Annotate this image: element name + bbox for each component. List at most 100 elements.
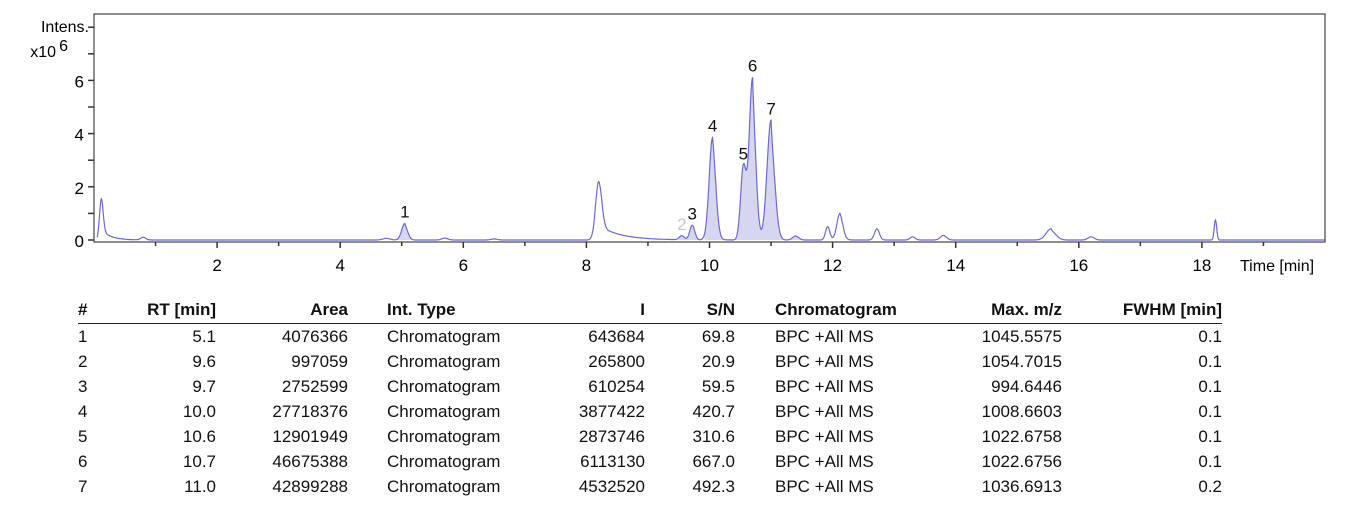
cell-rt: 9.7	[192, 377, 216, 396]
peak-label: 2	[677, 215, 686, 234]
cell-chromatogram: BPC +All MS	[775, 477, 874, 496]
cell-intensity: 6113130	[580, 452, 645, 471]
cell-rt: 9.6	[192, 352, 216, 371]
peak-table-header: # RT [min] Area Int. Type I S/N Chromato…	[78, 298, 1222, 324]
cell-sn: 420.7	[692, 402, 735, 421]
table-row: 6 10.7 46675388 Chromatogram 6113130 667.0 BPC…	[78, 449, 1222, 474]
cell-fwhm: 0.1	[1198, 377, 1222, 396]
y-tick-label: 0	[75, 232, 84, 251]
cell-area: 12901949	[272, 427, 348, 446]
cell-fwhm: 0.1	[1198, 402, 1222, 421]
cell-fwhm: 0.1	[1198, 327, 1222, 346]
col-max-mz: Max. m/z	[925, 298, 1062, 324]
table-row: 4 10.0 27718376 Chromatogram 3877422 420.7 BPC…	[78, 399, 1222, 424]
cell-peak-number: 5	[78, 427, 88, 446]
cell-peak-number: 1	[78, 327, 88, 346]
cell-sn: 69.8	[701, 327, 735, 346]
col-sn: S/N	[645, 298, 735, 324]
cell-sn: 310.6	[692, 427, 735, 446]
peak-fill	[395, 223, 418, 240]
cell-fwhm: 0.1	[1198, 427, 1222, 446]
cell-peak-number: 7	[78, 477, 88, 496]
table-row: 1 5.1 4076366 Chromatogram 643684 69.8 BPC +Al…	[78, 324, 1222, 350]
cell-fwhm: 0.2	[1198, 477, 1222, 496]
y-tick-label: 6	[75, 72, 84, 91]
y-axis-label: Intens.	[41, 19, 89, 36]
cell-sn: 667.0	[692, 452, 735, 471]
peak-label: 6	[748, 57, 757, 76]
cell-area: 2752599	[281, 377, 348, 396]
peak-fill	[704, 137, 732, 240]
table-row: 7 11.0 42899288 Chromatogram 4532520 492.3 BPC…	[78, 474, 1222, 499]
cell-intensity: 610254	[588, 377, 645, 396]
cell-sn: 59.5	[701, 377, 735, 396]
y-scale-exponent: 6	[59, 38, 68, 55]
cell-rt: 5.1	[192, 327, 216, 346]
col-i: I	[527, 298, 645, 324]
cell-intensity: 3877422	[578, 402, 645, 421]
x-tick-label: 6	[459, 256, 468, 275]
x-tick-label: 12	[823, 256, 842, 275]
cell-fwhm: 0.1	[1198, 352, 1222, 371]
peak-label: 7	[766, 99, 775, 118]
x-tick-label: 18	[1192, 256, 1211, 275]
cell-int-type: Chromatogram	[387, 427, 501, 446]
x-tick-label: 8	[582, 256, 591, 275]
cell-area: 997059	[291, 352, 348, 371]
cell-int-type: Chromatogram	[387, 477, 501, 496]
cell-intensity: 4532520	[578, 477, 645, 496]
cell-chromatogram: BPC +All MS	[775, 327, 874, 346]
cell-int-type: Chromatogram	[387, 327, 501, 346]
cell-max-mz: 1045.5575	[981, 327, 1062, 346]
cell-area: 46675388	[272, 452, 348, 471]
cell-rt: 10.7	[182, 452, 216, 471]
cell-sn: 492.3	[692, 477, 735, 496]
cell-max-mz: 1022.6756	[981, 452, 1062, 471]
peak-label: 4	[708, 117, 717, 136]
cell-intensity: 2873746	[578, 427, 645, 446]
y-tick-label: 2	[75, 179, 84, 198]
cell-area: 4076366	[281, 327, 348, 346]
cell-area: 42899288	[272, 477, 348, 496]
cell-max-mz: 1054.7015	[981, 352, 1062, 371]
x-tick-label: 16	[1069, 256, 1088, 275]
y-tick-label: 4	[75, 126, 84, 145]
x-tick-label: 4	[335, 256, 344, 275]
col-area: Area	[216, 298, 348, 324]
x-tick-label: 10	[700, 256, 719, 275]
table-row: 5 10.6 12901949 Chromatogram 2873746 310.6 BPC…	[78, 424, 1222, 449]
table-row: 2 9.6 997059 Chromatogram 265800 20.9 BPC +All…	[78, 349, 1222, 374]
cell-sn: 20.9	[701, 352, 735, 371]
cell-max-mz: 1022.6758	[981, 427, 1062, 446]
cell-int-type: Chromatogram	[387, 402, 501, 421]
peak-label: 3	[688, 204, 697, 223]
cell-intensity: 643684	[588, 327, 645, 346]
peak-table: # RT [min] Area Int. Type I S/N Chromato…	[78, 298, 1222, 499]
peak-label: 1	[400, 203, 409, 222]
x-axis-label: Time [min]	[1240, 258, 1314, 275]
cell-intensity: 265800	[588, 352, 645, 371]
cell-chromatogram: BPC +All MS	[775, 452, 874, 471]
cell-rt: 10.0	[182, 402, 216, 421]
peak-fill	[735, 77, 802, 241]
cell-peak-number: 2	[78, 352, 88, 371]
cell-int-type: Chromatogram	[387, 352, 501, 371]
col-rt: RT [min]	[118, 298, 216, 324]
cell-max-mz: 1008.6603	[981, 402, 1062, 421]
cell-peak-number: 6	[78, 452, 88, 471]
cell-chromatogram: BPC +All MS	[775, 402, 874, 421]
cell-chromatogram: BPC +All MS	[775, 427, 874, 446]
cell-max-mz: 994.6446	[991, 377, 1062, 396]
x-tick-label: 2	[212, 256, 221, 275]
cell-chromatogram: BPC +All MS	[775, 377, 874, 396]
cell-area: 27718376	[272, 402, 348, 421]
cell-int-type: Chromatogram	[387, 377, 501, 396]
chromatogram-trace	[96, 77, 1325, 241]
col-int-type: Int. Type	[387, 298, 527, 324]
cell-int-type: Chromatogram	[387, 452, 501, 471]
y-scale-label: x10	[30, 44, 56, 61]
col-fwhm: FWHM [min]	[1062, 298, 1222, 324]
cell-rt: 11.0	[184, 477, 216, 496]
cell-max-mz: 1036.6913	[981, 477, 1062, 496]
